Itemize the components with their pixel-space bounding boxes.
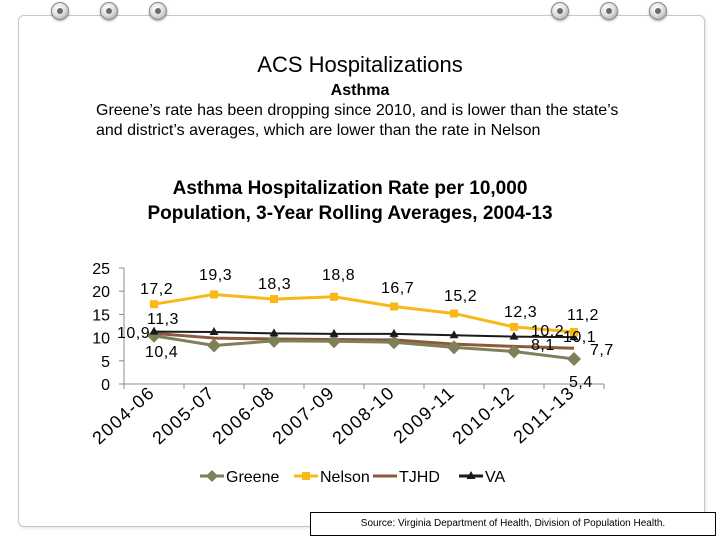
data-label: 10,4 [145, 344, 178, 361]
y-tick-label: 10 [92, 331, 110, 348]
data-point-va [449, 330, 459, 339]
data-point-greene [207, 338, 221, 353]
data-point-va [269, 328, 279, 337]
data-point-greene [507, 344, 521, 359]
binder-ring-icon [100, 2, 118, 20]
legend-label-va: VA [485, 469, 505, 486]
y-tick-label: 5 [101, 354, 110, 371]
data-label: 12,3 [504, 304, 537, 321]
series-line-nelson [153, 292, 575, 334]
x-tick-label: 2007-09 [268, 382, 338, 448]
x-tick-label: 2009-11 [389, 382, 458, 447]
data-label: 18,8 [322, 267, 355, 284]
data-point-va [509, 331, 519, 340]
data-point-va [149, 326, 159, 335]
source-note: Source: Virginia Department of Health, D… [310, 512, 716, 536]
data-point-nelson [450, 309, 458, 318]
data-point-nelson [390, 302, 398, 311]
binder-ring-icon [649, 2, 667, 20]
slide-title: ACS Hospitalizations [257, 52, 463, 77]
y-tick-label: 0 [101, 377, 110, 394]
data-point-nelson [510, 322, 518, 331]
data-point-greene [567, 351, 581, 366]
binder-ring-icon [149, 2, 167, 20]
binder-ring-icon [600, 2, 618, 20]
data-label: 19,3 [199, 267, 232, 284]
data-point-nelson [150, 300, 158, 309]
data-label: 16,7 [381, 280, 414, 297]
data-point-greene [327, 334, 341, 349]
data-label: 8,1 [531, 337, 555, 354]
data-point-va [329, 328, 339, 337]
legend-marker-greene [206, 470, 218, 482]
x-tick-label: 2011-13 [509, 382, 578, 447]
data-label: 17,2 [140, 281, 173, 298]
legend-marker-nelson [302, 472, 310, 480]
data-point-greene [267, 333, 281, 348]
x-tick-label: 2006-08 [208, 382, 278, 448]
legend-label-greene: Greene [226, 469, 279, 486]
series-line-tjhd [153, 331, 575, 350]
data-point-greene [387, 335, 401, 350]
data-label: 5,4 [569, 374, 593, 391]
data-label: 11,2 [567, 307, 599, 324]
data-point-va [569, 332, 579, 341]
x-tick-label: 2005-07 [148, 382, 218, 448]
legend-label-tjhd: TJHD [399, 469, 440, 486]
y-tick-label: 25 [92, 261, 110, 278]
data-point-greene [447, 340, 461, 355]
slide-subtitle: Asthma [330, 82, 390, 99]
data-label: 15,2 [444, 288, 477, 305]
binder-ring-icon [551, 2, 569, 20]
data-label: 7,7 [590, 342, 614, 359]
data-label: 18,3 [258, 276, 291, 293]
y-tick-label: 15 [92, 307, 110, 324]
legend-marker-va [466, 471, 476, 479]
data-point-nelson [210, 290, 218, 299]
data-point-va [209, 327, 219, 336]
data-label: 11,3 [147, 311, 179, 328]
legend-label-nelson: Nelson [320, 469, 370, 486]
data-label: 10,1 [563, 329, 596, 346]
data-point-nelson [570, 328, 578, 337]
data-label: 10,9 [117, 325, 150, 342]
data-point-nelson [270, 295, 278, 304]
slide-frame [18, 15, 705, 527]
series-line-greene [153, 334, 575, 361]
x-tick-label: 2004-06 [88, 382, 158, 448]
data-point-nelson [330, 292, 338, 301]
slide-body-text: Greene’s rate has been dropping since 20… [96, 102, 619, 139]
x-tick-label: 2010-12 [448, 382, 518, 448]
data-label: 10,2 [531, 323, 564, 340]
x-tick-label: 2008-10 [328, 382, 398, 448]
binder-ring-icon [51, 2, 69, 20]
y-tick-label: 20 [92, 284, 110, 301]
series-line-va [153, 330, 575, 339]
chart-title: Asthma Hospitalization Rate per 10,000 P… [147, 178, 553, 224]
data-point-va [389, 328, 399, 337]
